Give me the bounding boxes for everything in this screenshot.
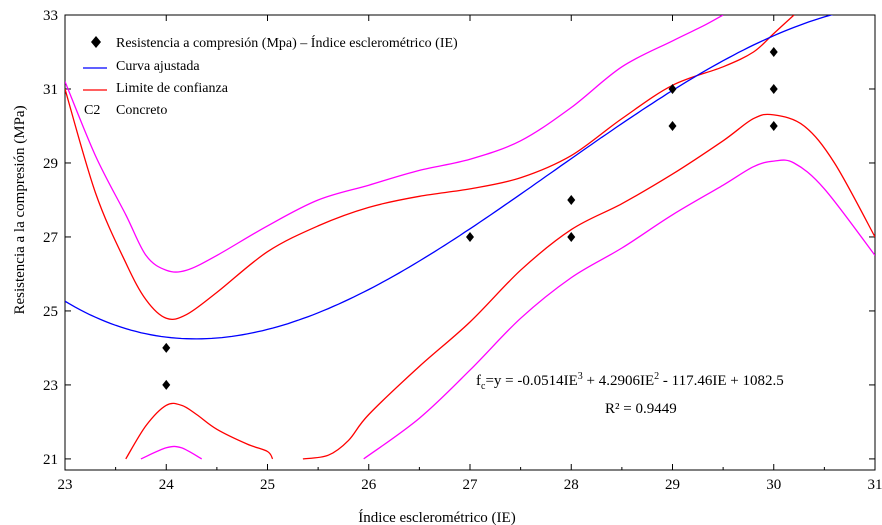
eq-sup2: 2 [654,371,659,382]
data-point [466,231,474,242]
data-point [668,83,677,94]
eq-prefix-sub: c [481,381,486,392]
fit-equation: fc=y = -0.0514IE3 + 4.2906IE2 - 117.46IE… [476,371,784,392]
legend-label-fit: Curva ajustada [116,59,200,74]
legend: Resistencia a compresión (Mpa) – Índice … [83,34,458,118]
r-squared: R² = 0.9449 [605,401,677,417]
data-points [162,46,778,390]
outer-limit-curve [140,445,203,460]
data-point [769,120,778,131]
data-point [567,231,576,242]
eq-part1: =y = -0.0514IE [485,373,577,389]
eq-sup1: 3 [578,371,583,382]
data-point [162,379,171,390]
data-point [668,120,677,131]
data-point [162,342,171,353]
x-tick-label: 26 [361,477,377,493]
x-tick-label: 24 [159,477,175,493]
y-tick-label: 29 [43,156,58,172]
data-point [567,194,576,205]
data-point [769,83,778,94]
data-point [769,46,778,57]
x-axis-title: Índice esclerométrico (IE) [358,509,515,525]
axis-ticks [64,14,876,470]
y-axis-title: Resistencia a la compresión (MPa) [12,105,28,314]
confidence-bands [65,15,875,460]
eq-prefix: f [476,373,481,389]
fitted-curve [65,15,834,340]
outer-limit-curve [363,159,875,460]
legend-label-points: Resistencia a compresión (Mpa) – Índice … [116,34,458,51]
legend-diamond-marker [91,36,101,48]
legend-label-confidence: Limite de confianza [116,81,229,96]
legend-label-concrete: Concreto [116,103,167,118]
legend-marker-concrete: C2 [84,103,100,118]
y-tick-label: 31 [43,82,58,98]
x-tick-label: 31 [868,477,882,493]
y-tick-label: 23 [43,378,58,394]
x-tick-label: 30 [766,477,781,493]
confidence-limit-curve [302,113,875,460]
x-tick-label: 27 [463,477,479,493]
y-tick-label: 21 [43,452,58,468]
y-tick-label: 33 [43,8,58,24]
x-tick-label: 23 [58,477,73,493]
confidence-limit-curve [125,402,274,460]
curves [65,15,875,460]
x-tick-label: 28 [564,477,579,493]
x-tick-label: 29 [665,477,680,493]
y-tick-label: 25 [43,304,58,320]
x-tick-label: 25 [260,477,275,493]
confidence-limit-curve [65,15,795,321]
eq-part3: - 117.46IE + 1082.5 [659,373,784,389]
outer-limit-curve [65,15,724,273]
y-tick-label: 27 [43,230,59,246]
eq-part2: + 4.2906IE [583,373,654,389]
